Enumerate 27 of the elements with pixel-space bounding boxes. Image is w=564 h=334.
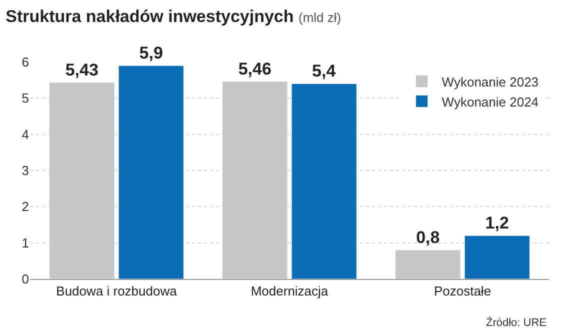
legend-label: Wykonanie 2024 [442,94,539,110]
bar [291,83,357,279]
x-tick-label: Modernizacja [250,284,329,299]
data-label: 5,9 [139,44,163,63]
chart-subtitle: (mld zł) [298,10,342,25]
y-tick-label: 6 [22,54,29,70]
chart-title: Struktura nakładów inwestycyjnych [6,6,294,26]
x-tick-label: Pozostałe [434,284,492,299]
y-tick-label: 3 [22,163,29,178]
bar [464,235,530,279]
legend-label: Wykonanie 2023 [442,74,539,90]
bar [222,81,288,279]
bar [49,82,115,279]
data-label: 5,4 [312,62,336,81]
data-label: 5,46 [238,60,272,79]
data-label: 0,8 [416,228,440,248]
data-label: 1,2 [485,214,509,233]
data-label: 5,43 [65,60,98,80]
y-tick-label: 1 [22,235,29,250]
y-tick-label: 4 [22,126,29,142]
y-tick-label: 2 [22,199,29,214]
bar [118,65,184,279]
bar [395,250,461,279]
x-tick-label: Budowa i rozbudowa [56,284,178,299]
text: Źródło: URE [486,316,547,329]
y-tick-label: 0 [22,272,29,287]
y-tick-label: 5 [22,90,29,106]
